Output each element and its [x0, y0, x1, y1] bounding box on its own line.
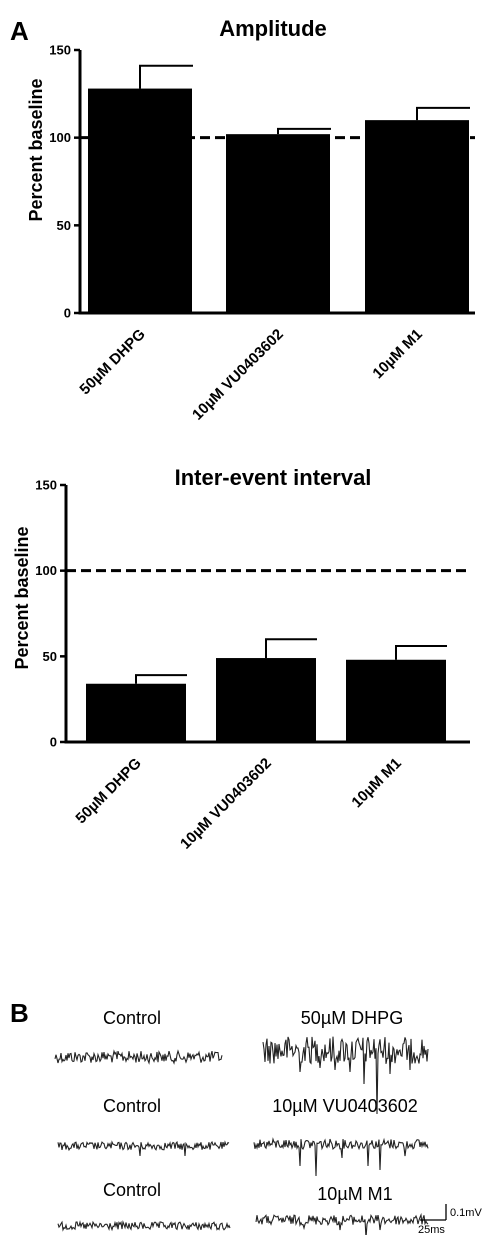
bar: [346, 659, 446, 742]
y-tick-label: 100: [49, 130, 71, 145]
bar: [88, 88, 192, 313]
scale-bar-voltage: 0.1mV: [450, 1207, 482, 1219]
bar: [226, 134, 330, 313]
amplitude-chart: Amplitude Percent baseline 0 50 100 150 50µ…: [26, 16, 475, 424]
category-label: 10µM VU0403602: [177, 755, 275, 853]
trace-waveform: [57, 1140, 230, 1157]
trace-waveform: [57, 1219, 231, 1232]
error-bar: [277, 127, 331, 135]
bar: [365, 120, 469, 313]
scale-bar-lines: [420, 1204, 447, 1221]
trace-label-drug: 10µM M1: [317, 1184, 392, 1204]
category-label: 10µM M1: [369, 326, 425, 382]
error-bar: [135, 674, 187, 684]
bar: [216, 658, 316, 742]
inter-event-interval-chart: Inter-event interval Percent baseline 05…: [12, 465, 470, 853]
y-tick-label: 0: [50, 735, 57, 750]
error-bar: [265, 638, 317, 659]
trace-label-drug: 10µM VU0403602: [272, 1096, 417, 1116]
chart-title: Inter-event interval: [175, 465, 372, 490]
category-label: 10µM VU0403602: [189, 326, 287, 424]
panel-letter-a: A: [10, 16, 29, 46]
y-tick-label: 0: [64, 306, 71, 321]
error-bar: [139, 64, 193, 89]
y-tick-label: 150: [49, 43, 71, 58]
error-bar: [395, 645, 447, 660]
category-label: 10µM M1: [348, 755, 404, 811]
scale-bar: 0.1mV 25ms: [418, 1204, 482, 1235]
bar: [86, 683, 186, 742]
category-label: 50µM DHPG: [72, 755, 144, 827]
example-traces: Control 50µM DHPG Control 10µM VU0403602…: [54, 1008, 482, 1235]
y-axis-label: Percent baseline: [12, 526, 32, 669]
trace-waveform: [54, 1049, 223, 1065]
panel-letter-b: B: [10, 998, 29, 1028]
y-tick-label: 50: [57, 218, 71, 233]
category-label: 50µM DHPG: [76, 326, 148, 398]
chart-title: Amplitude: [219, 16, 327, 41]
trace-waveform: [262, 1036, 429, 1115]
trace-label-control: Control: [103, 1008, 161, 1028]
error-bar: [416, 106, 470, 121]
y-tick-label: 50: [43, 649, 57, 664]
y-tick-label: 100: [35, 563, 57, 578]
scale-bar-time: 25ms: [418, 1224, 445, 1235]
trace-waveform: [255, 1212, 429, 1235]
trace-label-control: Control: [103, 1096, 161, 1116]
trace-label-drug: 50µM DHPG: [301, 1008, 403, 1028]
y-tick-label: 150: [35, 478, 57, 493]
y-axis-label: Percent baseline: [26, 78, 46, 221]
trace-label-control: Control: [103, 1180, 161, 1200]
trace-waveform: [253, 1137, 429, 1177]
